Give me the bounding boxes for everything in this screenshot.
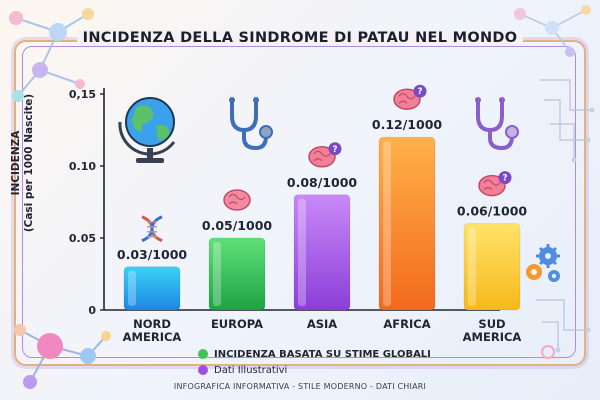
- legend: INCIDENZA BASATA SU STIME GLOBALI Dati I…: [198, 346, 431, 378]
- inner-frame: [22, 46, 576, 358]
- bar: [378, 136, 436, 311]
- legend-label: Dati Illustrativi: [214, 364, 288, 376]
- bar-highlight: [298, 198, 306, 306]
- y-tick-label: 0.05: [69, 232, 96, 245]
- globe-icon: [118, 97, 176, 163]
- y-tick-label: 0.10: [69, 160, 96, 173]
- legend-item: INCIDENZA BASATA SU STIME GLOBALI: [198, 346, 431, 362]
- gears-icon: [526, 244, 560, 282]
- page-title: INCIDENZA DELLA SINDROME DI PATAU NEL MO…: [0, 30, 600, 46]
- legend-item: Dati Illustrativi: [198, 362, 431, 378]
- legend-swatch: [198, 365, 208, 375]
- x-tick-label: AMERICA: [463, 330, 522, 344]
- bar: [123, 266, 181, 311]
- x-tick-label: AFRICA: [383, 317, 430, 331]
- brain-question-icon: ?: [393, 84, 427, 110]
- molecule-icon: [14, 324, 111, 389]
- bar-highlight: [468, 227, 476, 306]
- bar-highlight: [128, 270, 136, 306]
- molecule-icon: [9, 8, 94, 102]
- legend-label: INCIDENZA BASATA SU STIME GLOBALI: [214, 348, 431, 360]
- bar-highlight: [383, 141, 391, 306]
- svg-text:?: ?: [417, 87, 422, 97]
- brain-question-icon: ?: [308, 142, 342, 168]
- circuit-icon: [536, 79, 595, 359]
- stethoscope-icon: [475, 97, 519, 151]
- bar: [463, 223, 521, 311]
- legend-swatch: [198, 349, 208, 359]
- stethoscope-icon: [229, 97, 273, 151]
- svg-text:?: ?: [502, 174, 507, 184]
- bar-data-label: 0.08/1000: [287, 175, 357, 190]
- bar: [293, 194, 351, 311]
- x-tick-label: AMERICA: [123, 330, 182, 344]
- y-tick-label: 0: [88, 304, 96, 317]
- x-tick-label: ASIA: [307, 317, 337, 331]
- brain-icon: [223, 189, 251, 211]
- footer-caption: INFOGRAFICA INFORMATIVA - STILE MODERNO …: [173, 382, 427, 391]
- bar-data-label: 0.05/1000: [202, 218, 272, 233]
- x-tick-label: EUROPA: [211, 317, 263, 331]
- bar-data-label: 0.06/1000: [457, 204, 527, 219]
- svg-text:?: ?: [332, 145, 337, 155]
- bar-data-label: 0.03/1000: [117, 247, 187, 262]
- bar-data-label: 0.12/1000: [372, 117, 442, 132]
- dna-icon: [141, 215, 163, 243]
- bar-highlight: [213, 242, 221, 306]
- y-tick-label: 0,15: [69, 88, 96, 101]
- molecule-icon: [514, 5, 591, 57]
- x-tick-label: NORD: [133, 317, 171, 331]
- bar: [208, 237, 266, 311]
- x-tick-label: SUD: [478, 317, 505, 331]
- brain-question-icon: ?: [478, 171, 512, 197]
